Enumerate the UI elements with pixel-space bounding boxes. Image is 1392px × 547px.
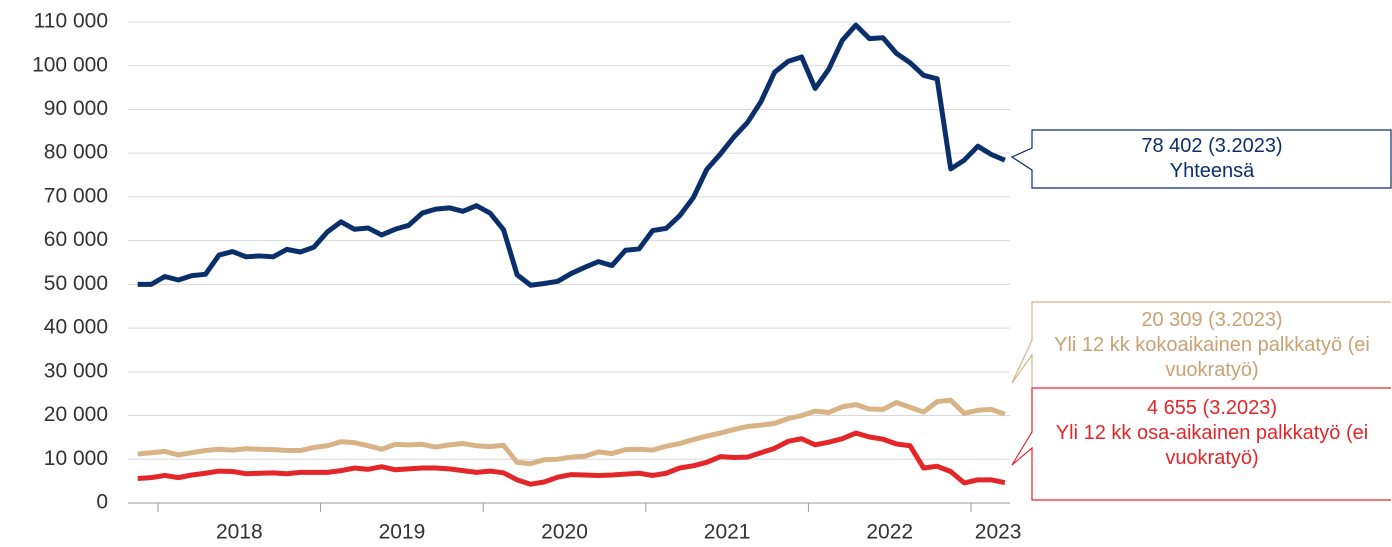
y-tick-label: 30 000 — [44, 359, 108, 382]
y-tick-label: 20 000 — [44, 403, 108, 426]
y-tick-label: 70 000 — [44, 184, 108, 207]
end-label: 4 655 (3.2023) — [1146, 397, 1278, 419]
y-tick-label: 40 000 — [44, 316, 108, 339]
x-tick-label: 2022 — [866, 521, 913, 544]
series-name: Yhteensä — [1169, 160, 1255, 182]
series-name: Yli 12 kk osa-aikainen palkkatyö (ei vuo… — [1055, 422, 1369, 469]
x-tick-label: 2018 — [216, 521, 263, 544]
y-tick-label: 110 000 — [34, 10, 108, 33]
callout-text: 78 402 (3.2023) Yhteensä — [1034, 134, 1390, 184]
series-line — [137, 397, 1006, 467]
callout-parttime — [1011, 387, 1391, 501]
y-tick-label: 80 000 — [44, 141, 108, 164]
series-name: Yli 12 kk kokoaikainen palkkatyö (ei vuo… — [1054, 334, 1370, 381]
callout-fulltime — [1011, 301, 1391, 388]
y-tick-label: 60 000 — [44, 228, 108, 251]
y-tick-label: 0 — [96, 491, 108, 514]
end-label: 20 309 (3.2023) — [1141, 309, 1283, 331]
series-line — [137, 22, 1006, 288]
x-tick-label: 2023 — [975, 521, 1022, 544]
x-tick-label: 2020 — [541, 521, 588, 544]
y-tick-label: 10 000 — [44, 447, 108, 470]
callout-text: 4 655 (3.2023) Yli 12 kk osa-aikainen pal… — [1034, 396, 1390, 471]
y-tick-label: 50 000 — [44, 272, 108, 295]
y-tick-label: 100 000 — [32, 53, 108, 76]
end-label: 78 402 (3.2023) — [1141, 135, 1283, 157]
callout-text: 20 309 (3.2023) Yli 12 kk kokoaikainen pa… — [1034, 308, 1390, 383]
series-line — [137, 430, 1006, 487]
y-tick-label: 90 000 — [44, 97, 108, 120]
x-tick-label: 2021 — [704, 521, 751, 544]
x-tick-label: 2019 — [379, 521, 426, 544]
callout-total — [1010, 129, 1392, 189]
